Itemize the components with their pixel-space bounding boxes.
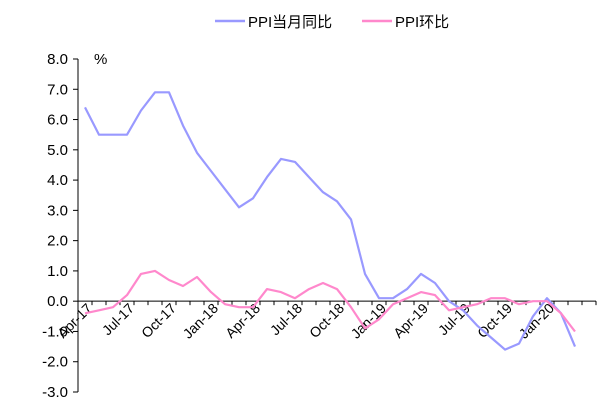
y-tick-label: -2.0 <box>42 354 68 371</box>
y-tick-label: -1.0 <box>42 323 68 340</box>
y-tick-label: 8.0 <box>47 51 68 68</box>
y-tick-label: -3.0 <box>42 384 68 401</box>
y-tick-label: 7.0 <box>47 81 68 98</box>
series-layer <box>84 91 577 351</box>
x-tick-label: Jul-17 <box>99 300 137 338</box>
x-tick-label: Oct-18 <box>306 300 347 341</box>
x-tick-label: Oct-19 <box>474 300 515 341</box>
series-line-1 <box>84 269 576 333</box>
series-line-0 <box>84 91 577 351</box>
x-axis: Apr-17 Jul-17 Oct-17 Jan-18 Apr-18 Jul-18 Oct-… <box>54 300 597 342</box>
y-tick-label: 1.0 <box>47 263 68 280</box>
y-tick-label: 4.0 <box>47 172 68 189</box>
legend-label: PPI环比 <box>395 14 449 31</box>
y-tick-label: 5.0 <box>47 142 68 159</box>
y-tick-label: 2.0 <box>47 233 68 250</box>
legend: PPI当月同比 PPI环比 <box>215 14 449 31</box>
x-tick-label: Jan-18 <box>180 300 222 342</box>
x-tick-label: Apr-19 <box>390 300 431 341</box>
y-tick-label: 3.0 <box>47 202 68 219</box>
x-tick-label: Jul-18 <box>267 300 305 338</box>
x-tick-label: Jan-19 <box>348 300 390 342</box>
y-axis: 8.0 7.0 6.0 5.0 4.0 3.0 2.0 1.0 0.0 -1.0 -2.0 -3.0 <box>42 51 79 401</box>
x-tick-label: Oct-17 <box>138 300 179 341</box>
legend-label: PPI当月同比 <box>248 14 332 31</box>
y-tick-label: 6.0 <box>47 112 68 129</box>
y-tick-label: 0.0 <box>47 293 68 310</box>
y-unit-label: % <box>94 51 107 68</box>
